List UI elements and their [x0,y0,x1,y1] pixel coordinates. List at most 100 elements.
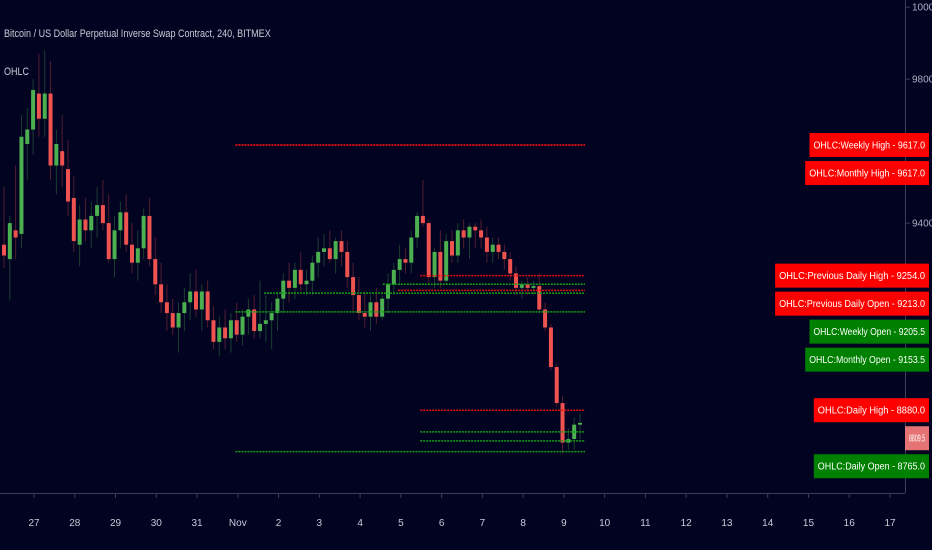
time-tick-label: 7 [480,518,486,529]
candle-body [415,215,420,238]
candle-body [438,251,443,281]
candle-body [403,259,408,263]
candle-body [543,309,548,328]
time-tick-label: 6 [439,518,445,529]
time-tick-label: 29 [110,518,122,529]
candle-body [252,309,257,332]
candle-body [100,205,105,224]
candle-body [36,93,41,119]
time-tick-label: 5 [398,518,404,529]
candle-body [223,327,228,339]
candle-body [426,223,431,278]
candle-body [432,251,437,278]
candle-body [71,197,76,242]
candle-body [537,286,542,310]
time-axis[interactable]: 27 28 29 30 31 Nov 2 3 4 5 6 7 8 9 10 11 12 13 14 15 16 17 [28,493,896,529]
candle-body [327,248,332,260]
candle-body [176,313,181,328]
candle-body [479,230,484,238]
candle-body [7,223,12,260]
level-label-text: OHLC:Weekly Open - 9205.5 [814,327,926,338]
level-label [809,319,929,344]
candle-body [397,259,402,270]
time-tick-label: 17 [884,518,896,529]
price-tick-label: 10000.0 [912,3,932,14]
candle-body [275,298,280,314]
time-tick-label: 4 [357,518,363,529]
candle-body [66,169,70,202]
candle-body [362,313,367,317]
level-label-text: OHLC:Weekly High - 9617.0 [814,141,926,152]
candle-body [153,259,158,285]
candle-body [240,316,245,335]
level-label [775,263,929,288]
candle-body [234,320,239,335]
candle-body [496,244,501,252]
candle-body [298,269,303,285]
candle-body [292,269,297,288]
symbol-title[interactable]: Bitcoin / US Dollar Perpetual Inverse Sw… [4,28,271,40]
candle-body [380,298,385,317]
candle-body [19,136,24,234]
candle-body [159,284,164,303]
candle-body [77,219,82,245]
levels-layer [235,144,585,453]
candle-body [386,284,390,299]
candle-body [164,302,169,314]
candle-body [54,143,59,166]
time-tick-label: 12 [681,518,693,529]
level-label [813,398,929,423]
candle-body [89,215,94,231]
candle-body [182,302,187,314]
time-tick-label: Nov [229,518,247,529]
candle-body [135,248,140,263]
time-tick-label: 28 [69,518,81,529]
candle-body [484,237,489,252]
candle-body [48,93,53,166]
candle-body [31,89,36,130]
candle-body [333,241,338,260]
candle-body [118,212,123,231]
time-tick-label: 15 [803,518,815,529]
level-label [775,291,929,316]
last-price-label [905,426,929,451]
candle-body [211,320,216,342]
level-label [805,347,929,372]
candle-body [531,286,536,288]
candle-body [112,230,117,260]
price-axis[interactable]: 10000.0 9800.0 9400.0 [906,3,932,230]
candle-body [287,280,292,288]
candle-body [217,327,222,342]
time-tick-label: 14 [762,518,774,529]
candle-body [141,215,146,249]
level-label-text: OHLC:Daily Open - 8765.0 [818,462,926,473]
level-label-text: OHLC:Monthly Open - 9153.5 [809,355,925,366]
candle-body [374,302,379,317]
candle-body [345,251,350,278]
time-tick-label: 31 [191,518,203,529]
candle-body [194,291,198,310]
candle-body [205,291,210,321]
time-tick-label: 2 [276,518,282,529]
candle-body [147,215,152,260]
candle-body [13,230,18,238]
candle-body [124,212,129,245]
time-tick-label: 16 [844,518,856,529]
candle-body [304,280,309,285]
candle-body [339,241,344,252]
time-tick-label: 9 [561,518,567,529]
time-tick-label: 10 [599,518,611,529]
candle-body [263,320,268,324]
candle-body [95,205,100,216]
price-tick-label: 9800.0 [912,75,932,86]
time-tick-label: 3 [317,518,323,529]
candle-body [199,291,204,310]
candle-body [554,367,559,404]
candle-body [514,273,518,288]
candle-body [42,93,47,119]
indicator-name[interactable]: OHLC [4,66,30,78]
candle-body [310,262,315,281]
time-tick-label: 13 [721,518,733,529]
candles-layer [2,50,582,454]
